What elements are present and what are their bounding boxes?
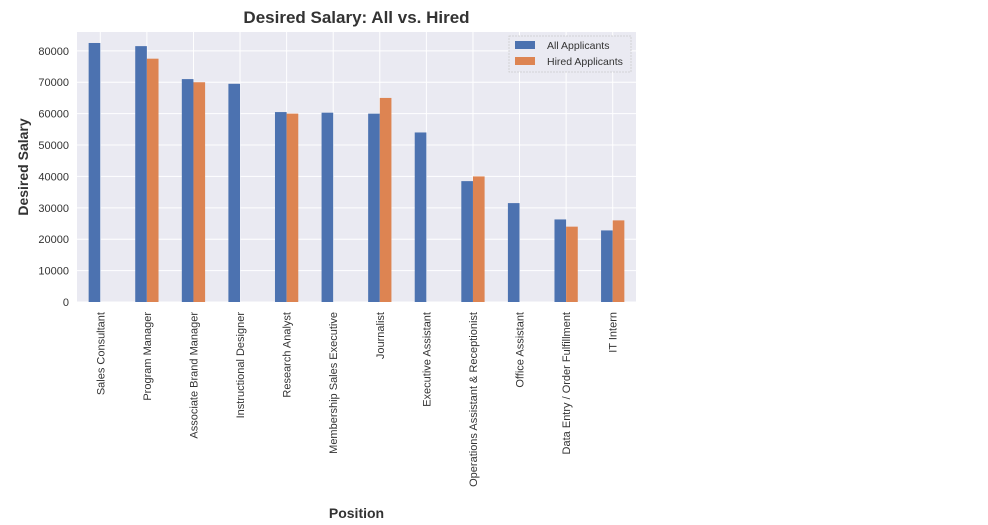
legend-swatch (515, 57, 535, 65)
bar-hired-applicants (612, 220, 625, 302)
x-tick-label: Executive Assistant (421, 312, 433, 407)
x-tick-label: Research Analyst (282, 312, 294, 398)
x-axis-label: Position (329, 505, 384, 521)
bar-hired-applicants (193, 82, 206, 302)
y-tick-label: 10000 (38, 266, 69, 278)
bar-hired-applicants (286, 113, 299, 303)
bar-all-applicants (88, 42, 101, 302)
y-tick-label: 20000 (38, 234, 69, 246)
y-tick-label: 40000 (38, 171, 69, 183)
bar-all-applicants (507, 203, 520, 302)
bar-all-applicants (321, 112, 334, 303)
x-tick-label: Data Entry / Order Fulfillment (561, 312, 573, 454)
bar-all-applicants (135, 46, 147, 303)
y-tick-label: 80000 (38, 46, 69, 58)
bar-all-applicants (414, 132, 427, 302)
legend: All Applicants Hired Applicants (508, 35, 632, 73)
y-tick-label: 30000 (38, 203, 69, 215)
legend-swatch (515, 41, 535, 49)
y-tick-labels: 0 10000 20000 30000 40000 50000 60000 70000 8000… (38, 46, 69, 309)
x-tick-labels: Sales Consultant Program Manager Associate… (95, 312, 619, 487)
x-tick-label: Office Assistant (515, 312, 527, 388)
bars (88, 42, 625, 303)
bar-all-applicants (601, 230, 613, 302)
y-tick-label: 70000 (38, 77, 69, 89)
y-tick-label: 50000 (38, 140, 69, 152)
plot-background (77, 32, 636, 302)
bar-all-applicants (228, 83, 241, 302)
x-tick-label: Journalist (375, 312, 387, 359)
legend-entry: Hired Applicants (547, 56, 623, 68)
x-tick-label: Program Manager (142, 312, 154, 401)
legend-entry: All Applicants (547, 40, 609, 52)
bar-hired-applicants (146, 58, 159, 302)
x-tick-label: Operations Assistant & Receptionist (468, 312, 480, 487)
bar-hired-applicants (566, 226, 578, 302)
bar-all-applicants (181, 79, 194, 303)
chart-title: Desired Salary: All vs. Hired (243, 8, 469, 27)
x-tick-label: Membership Sales Executive (328, 312, 340, 454)
bar-hired-applicants (379, 97, 392, 302)
y-tick-label: 0 (63, 297, 69, 309)
x-tick-label: Associate Brand Manager (188, 312, 200, 439)
y-axis-label: Desired Salary (15, 118, 31, 215)
bar-all-applicants (461, 181, 473, 302)
bar-all-applicants (368, 113, 380, 303)
x-tick-label: IT Intern (608, 312, 620, 353)
y-tick-label: 60000 (38, 109, 69, 121)
bar-all-applicants (554, 219, 567, 302)
bar-all-applicants (274, 112, 287, 302)
bar-hired-applicants (472, 176, 485, 302)
x-tick-label: Instructional Designer (235, 312, 247, 419)
x-tick-label: Sales Consultant (95, 312, 107, 395)
